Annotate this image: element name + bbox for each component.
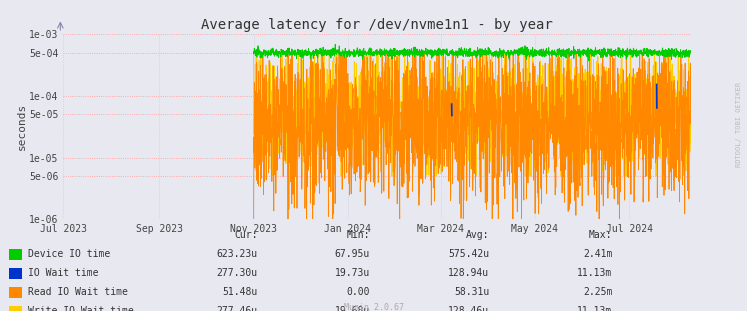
FancyBboxPatch shape [9, 268, 22, 279]
FancyBboxPatch shape [9, 249, 22, 260]
Text: Write IO Wait time: Write IO Wait time [28, 306, 134, 311]
Text: 19.68u: 19.68u [335, 306, 370, 311]
Title: Average latency for /dev/nvme1n1 - by year: Average latency for /dev/nvme1n1 - by ye… [202, 18, 553, 32]
Text: Munin 2.0.67: Munin 2.0.67 [344, 303, 403, 311]
Text: 623.23u: 623.23u [217, 249, 258, 259]
Text: 11.13m: 11.13m [577, 306, 613, 311]
FancyBboxPatch shape [9, 306, 22, 311]
Text: 277.46u: 277.46u [217, 306, 258, 311]
Text: Cur:: Cur: [235, 230, 258, 240]
Text: 67.95u: 67.95u [335, 249, 370, 259]
Y-axis label: seconds: seconds [16, 103, 26, 150]
Text: 575.42u: 575.42u [448, 249, 489, 259]
Text: 0.00: 0.00 [347, 287, 370, 297]
Text: 277.30u: 277.30u [217, 268, 258, 278]
Text: 128.46u: 128.46u [448, 306, 489, 311]
Text: Device IO time: Device IO time [28, 249, 111, 259]
Text: 19.73u: 19.73u [335, 268, 370, 278]
Text: 51.48u: 51.48u [223, 287, 258, 297]
Text: Max:: Max: [589, 230, 613, 240]
Text: Avg:: Avg: [466, 230, 489, 240]
Text: 2.41m: 2.41m [583, 249, 613, 259]
Text: Read IO Wait time: Read IO Wait time [28, 287, 128, 297]
Text: RDTOOL/ TOBI OETIKER: RDTOOL/ TOBI OETIKER [736, 82, 742, 167]
Text: 58.31u: 58.31u [454, 287, 489, 297]
Text: IO Wait time: IO Wait time [28, 268, 99, 278]
Text: Min:: Min: [347, 230, 370, 240]
Text: 11.13m: 11.13m [577, 268, 613, 278]
FancyBboxPatch shape [9, 287, 22, 298]
Text: 2.25m: 2.25m [583, 287, 613, 297]
Text: 128.94u: 128.94u [448, 268, 489, 278]
